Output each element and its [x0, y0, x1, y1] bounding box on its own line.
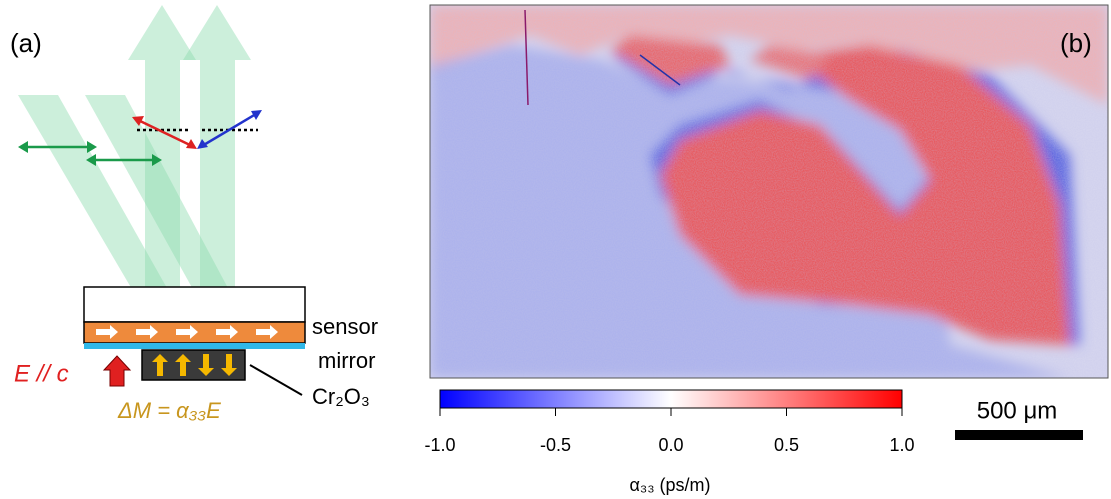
colorbar-tick-label: -1.0: [424, 435, 455, 455]
colorbar-tick-label: -0.5: [540, 435, 571, 455]
scale-bar: [955, 430, 1083, 440]
colorbar-label: α₃₃ (ps/m): [629, 475, 710, 495]
layer-label: sensor: [312, 314, 378, 339]
colorbar-ticks: -1.0 -0.5 0.0 0.5 1.0: [424, 408, 915, 455]
layer-label: mirror: [318, 348, 375, 373]
colorbar: [439, 389, 903, 409]
colorbar-tick-label: 1.0: [889, 435, 914, 455]
colorbar-tick-label: 0.5: [774, 435, 799, 455]
sample-stack: [83, 286, 306, 396]
polarization-arrows: [18, 110, 262, 166]
panel-label: (a): [10, 28, 42, 58]
colorbar-tick-label: 0.0: [658, 435, 683, 455]
scale-bar-label: 500 μm: [977, 397, 1058, 424]
layer-label: Cr₂O₃: [312, 384, 370, 409]
equation: ΔM = α₃₃E: [117, 398, 221, 423]
beams: [18, 5, 251, 320]
panel-label: (b): [1060, 28, 1092, 58]
map-image: [429, 4, 1109, 379]
field-label: E // c: [14, 360, 69, 387]
